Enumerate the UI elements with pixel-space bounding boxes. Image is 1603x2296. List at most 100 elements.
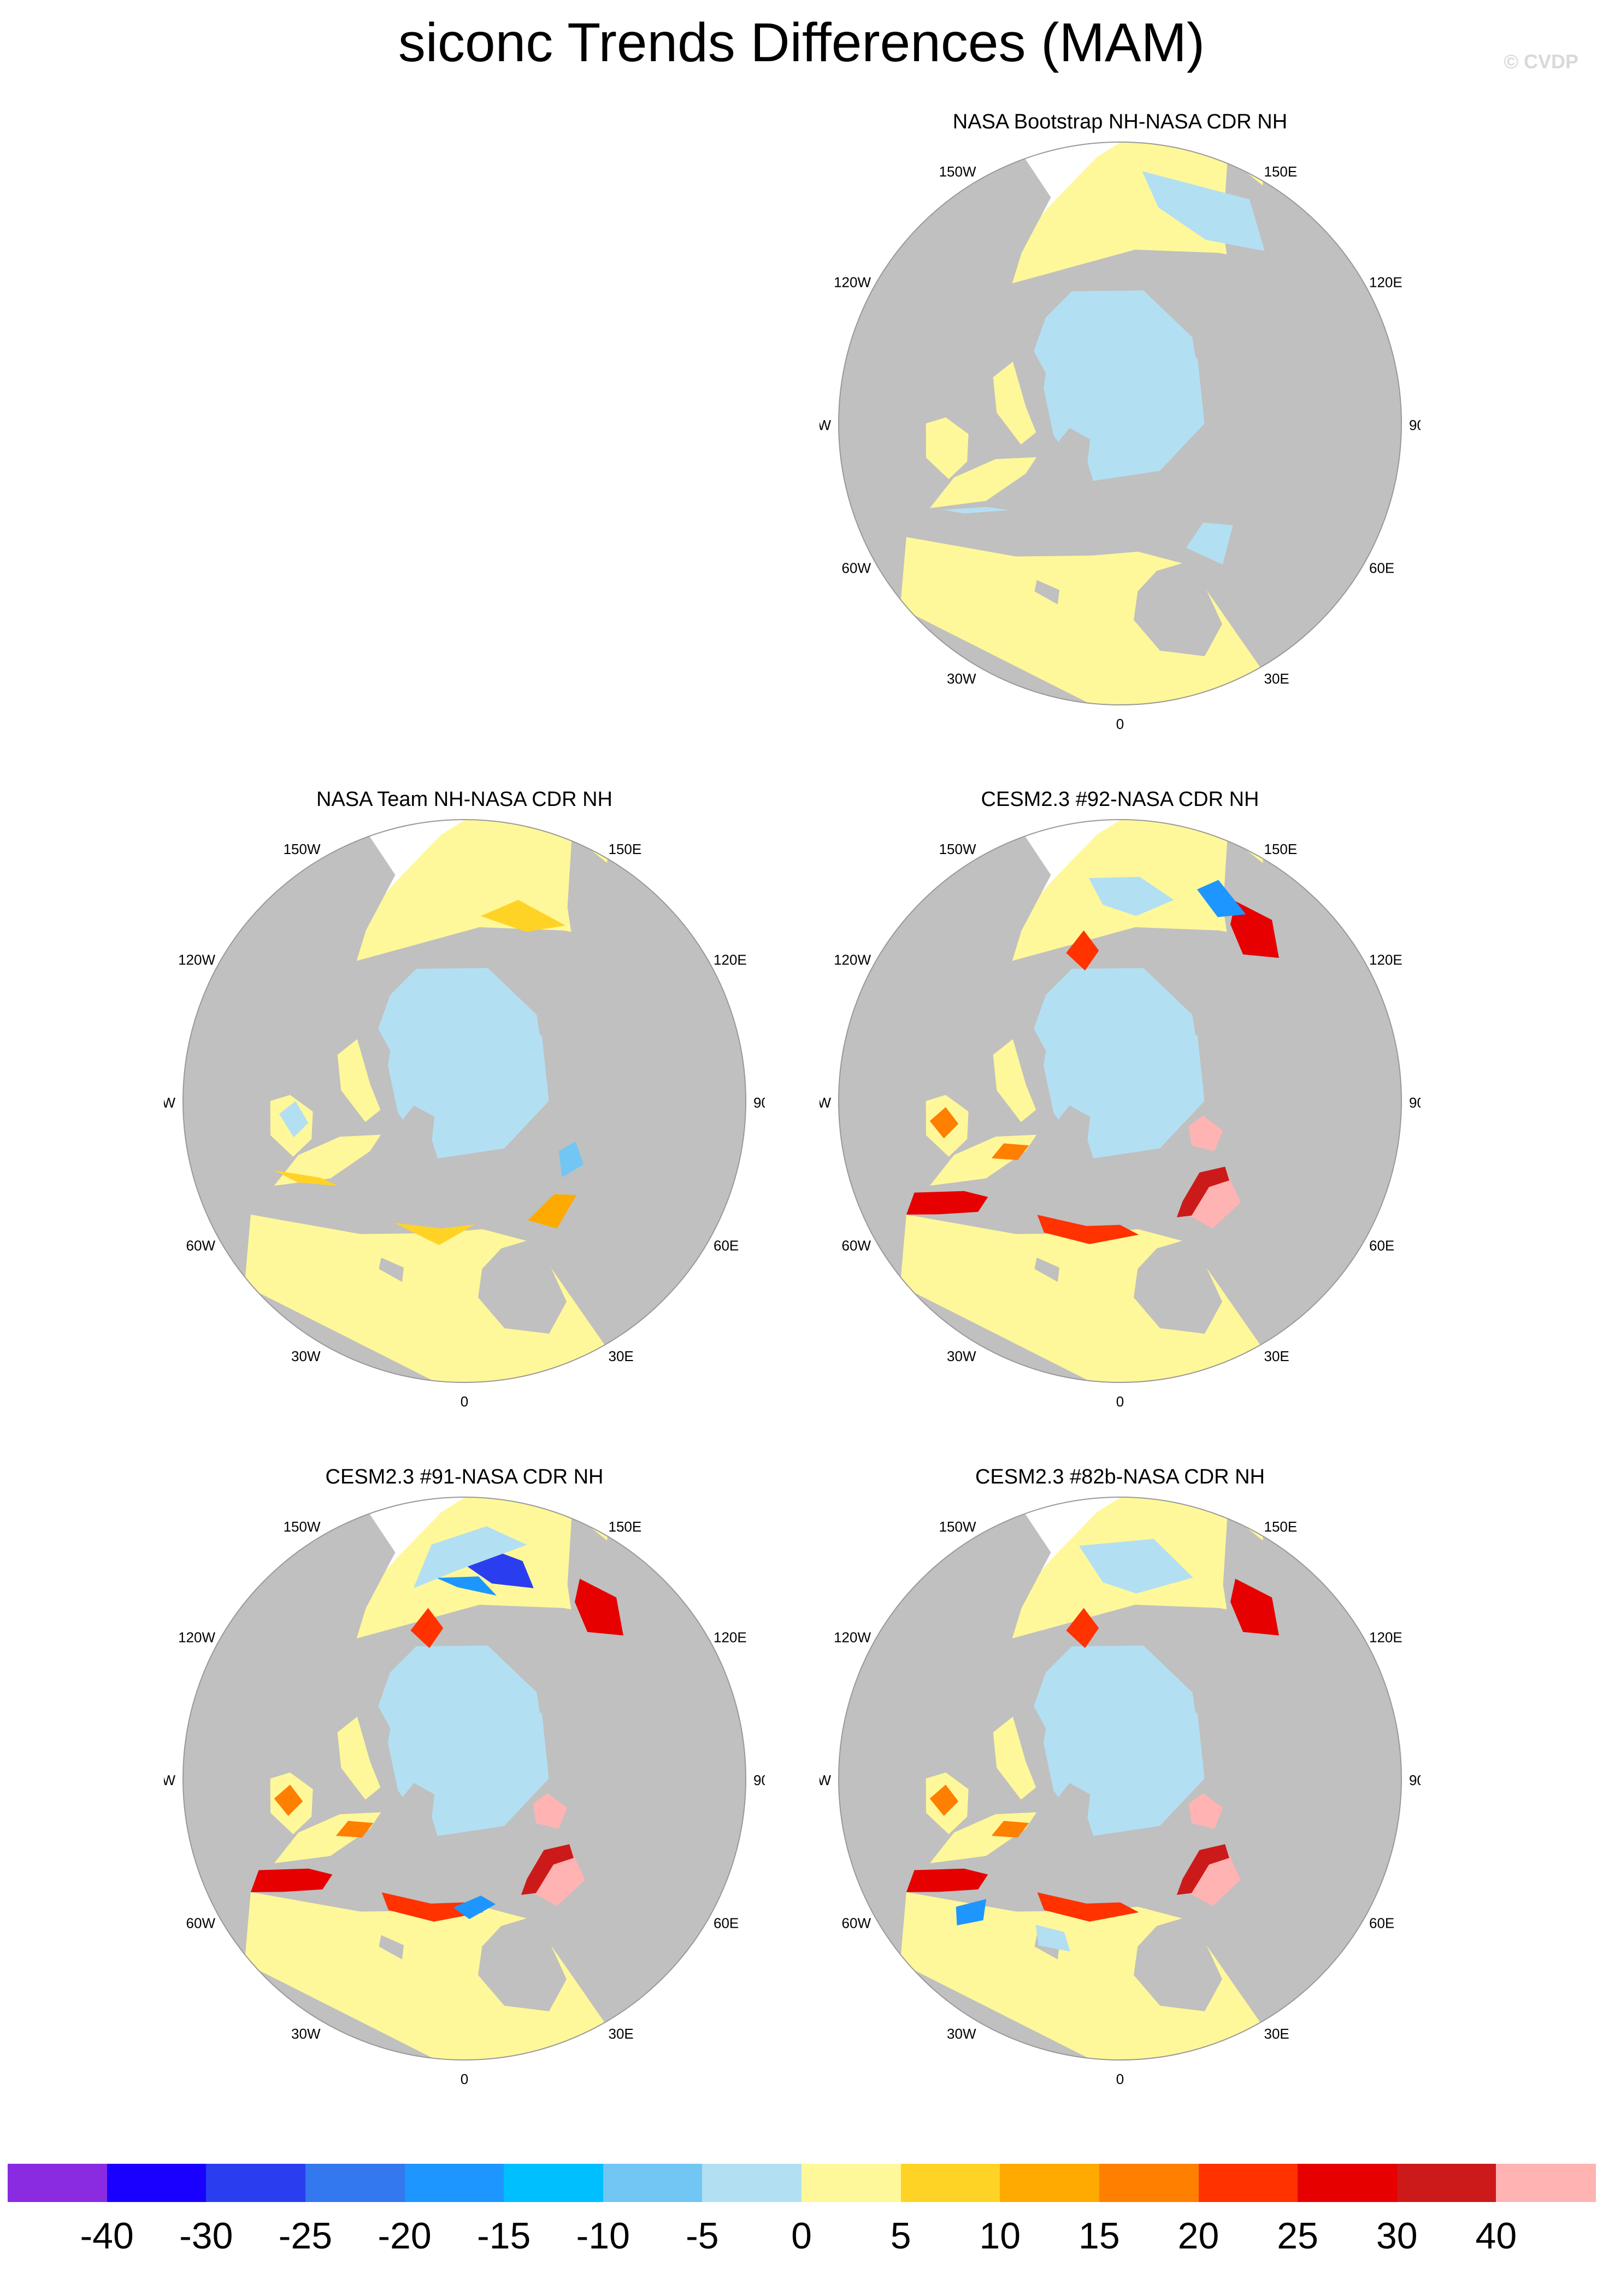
colorbar-box <box>900 2164 1000 2202</box>
anomaly-hudson-orange <box>929 1107 959 1139</box>
map-outline <box>182 819 746 1383</box>
lon-label-ese: 60E <box>714 1915 739 1932</box>
polar-map: 180150E120E90E60E30E030W60W90W120W150W <box>164 819 765 1410</box>
lon-label-wsw: 60W <box>186 1238 216 1254</box>
sea-archipelago <box>993 1716 1036 1800</box>
anomaly-greenland-sea-red <box>1037 1892 1139 1922</box>
map-area <box>183 820 746 1382</box>
map-outline <box>838 1497 1402 2060</box>
land-greenland <box>375 1105 444 1230</box>
anomaly-greenland-sea-red <box>1037 1215 1139 1244</box>
lon-label-ene: 120E <box>714 1629 747 1646</box>
lon-label-ssw: 30W <box>947 1348 976 1364</box>
anomaly-bering-sea-light <box>1079 1539 1193 1594</box>
colorbar-box <box>702 2164 802 2202</box>
map-outline <box>838 819 1402 1383</box>
lon-label-nne: 150E <box>1264 841 1298 857</box>
anomaly-bering-blue-edge <box>436 1576 497 1596</box>
panel-cesm91: CESM2.3 #91-NASA CDR NH 180150E120E90E60… <box>164 1464 765 2098</box>
lon-label-w: 90W <box>164 1772 175 1788</box>
colorbar-box <box>206 2164 306 2202</box>
map-area <box>183 1497 746 2060</box>
land-scandinavia <box>478 1915 567 2011</box>
colorbar-label: 10 <box>979 2215 1021 2257</box>
land-iceland <box>1034 580 1059 605</box>
lon-label-e: 90E <box>753 1772 765 1788</box>
sea-baffin-bay <box>929 457 1037 508</box>
colorbar-label: -40 <box>80 2215 134 2257</box>
sea-archipelago <box>993 1039 1036 1122</box>
colorbar-label: 25 <box>1277 2215 1318 2257</box>
land-iceland <box>1034 1257 1059 1282</box>
panel-title: CESM2.3 #82b-NASA CDR NH <box>975 1465 1265 1488</box>
lon-label-ssw: 30W <box>947 670 976 687</box>
anomaly-iceland-light <box>1035 1924 1071 1952</box>
anomaly-bering-red <box>1066 930 1099 971</box>
anomaly-kara-pink <box>1188 1793 1223 1829</box>
lon-label-ene: 120E <box>714 952 747 968</box>
anomaly-labrador-red <box>906 1868 988 1892</box>
lon-label-e: 90E <box>753 1094 765 1111</box>
anomaly-kara-pink <box>533 1793 568 1829</box>
colorbar-label: 15 <box>1079 2215 1120 2257</box>
land-iceland <box>379 1257 404 1282</box>
anomaly-barents-edge <box>521 1844 574 1895</box>
land-north-america <box>183 831 396 1253</box>
colorbar-box <box>1396 2164 1496 2202</box>
watermark: © CVDP <box>1504 50 1578 73</box>
panel-team: NASA Team NH-NASA CDR NH 180150E120E90E6… <box>164 787 765 1421</box>
colorbar-box <box>1298 2164 1398 2202</box>
land-iceland <box>379 1935 404 1960</box>
land-scandinavia <box>1134 560 1222 656</box>
lon-label-e: 90E <box>1409 1094 1421 1111</box>
anomaly-baffin-orange <box>991 1143 1029 1161</box>
colorbar-label: -25 <box>278 2215 333 2257</box>
panel-cesm82b: CESM2.3 #82b-NASA CDR NH 180150E120E90E6… <box>820 1464 1421 2098</box>
map-outline <box>838 142 1402 705</box>
anomaly-greenland-gold <box>394 1223 475 1245</box>
anomaly-bering-sea-light <box>1088 876 1174 916</box>
lon-label-nne: 150E <box>609 1518 642 1535</box>
land-novaya-zemlya <box>542 1145 565 1178</box>
colorbar-label: -20 <box>378 2215 432 2257</box>
lon-label-nne: 150E <box>1264 163 1298 180</box>
lon-label-sse: 30E <box>609 1348 634 1364</box>
land-greenland <box>1031 1783 1099 1908</box>
lon-label-e: 90E <box>1409 417 1421 433</box>
lon-label-sse: 30E <box>609 2026 634 2042</box>
lon-label-nnw: 150W <box>939 163 976 180</box>
anomaly-barents-gold <box>528 1194 577 1229</box>
colorbar-label: -30 <box>179 2215 233 2257</box>
colorbar-label: -10 <box>576 2215 630 2257</box>
colorbar-label: 5 <box>890 2215 911 2257</box>
anomaly-bering-red <box>1066 1608 1099 1649</box>
land-svalbard <box>479 1836 500 1861</box>
panel-cesm92: CESM2.3 #92-NASA CDR NH 180150E120E90E60… <box>820 787 1421 1421</box>
colorbar-box <box>107 2164 207 2202</box>
land-greenland <box>375 1783 444 1908</box>
polar-map: 180150E120E90E60E30E030W60W90W120W150W <box>820 819 1421 1410</box>
polar-map: 180150E120E90E60E30E030W60W90W120W150W <box>164 1497 765 2087</box>
colorbar-box <box>8 2164 108 2202</box>
lon-label-wsw: 60W <box>842 1238 871 1254</box>
panel-title: NASA Bootstrap NH-NASA CDR NH <box>952 110 1288 133</box>
lon-label-w: 90W <box>164 1094 175 1111</box>
lon-label-nnw: 150W <box>939 1518 976 1535</box>
colorbar-label: 30 <box>1376 2215 1418 2257</box>
lon-label-wnw: 120W <box>834 952 871 968</box>
polar-map: 180150E120E90E60E30E030W60W90W120W150W <box>820 142 1421 732</box>
colorbar-label: 40 <box>1475 2215 1517 2257</box>
land-siberia <box>1223 1512 1401 2027</box>
anomaly-baffin-orange <box>991 1821 1029 1838</box>
lon-label-ese: 60E <box>1369 560 1394 576</box>
anomaly-barents-edge <box>1176 1167 1229 1217</box>
land-north-america <box>839 1509 1051 1931</box>
lon-label-wnw: 120W <box>178 1629 215 1646</box>
lon-label-wnw: 120W <box>178 952 215 968</box>
anomaly-kara-blue <box>558 1141 584 1178</box>
land-scandinavia <box>478 1238 567 1334</box>
anomaly-greenland-sea-red <box>381 1892 484 1922</box>
land-svalbard <box>479 1159 500 1183</box>
anomaly-barents-light <box>1186 522 1233 565</box>
anomaly-okhotsk-blue <box>1197 880 1246 917</box>
